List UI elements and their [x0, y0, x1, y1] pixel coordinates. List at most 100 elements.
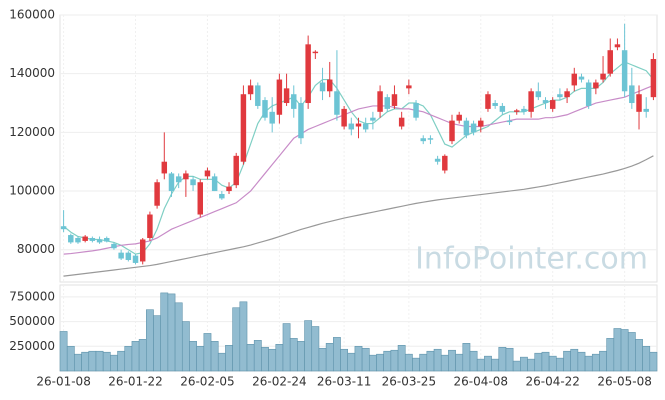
volume-bar — [246, 344, 255, 372]
volume-tick-label: 750000 — [9, 289, 55, 303]
candle-body — [139, 239, 146, 262]
volume-bar — [81, 351, 90, 372]
candle-body — [175, 176, 182, 183]
candle-body — [355, 123, 362, 127]
candle-body — [420, 138, 426, 142]
candle-body — [564, 91, 570, 98]
candle-body — [600, 73, 606, 80]
volume-bar — [498, 346, 507, 372]
candle-body — [427, 138, 434, 140]
candle-body — [319, 82, 326, 92]
x-tick-label: 26-02-05 — [180, 375, 234, 389]
volume-bar — [131, 341, 140, 372]
volume-bar — [390, 349, 399, 372]
candle-body — [384, 97, 391, 109]
candle-body — [643, 108, 649, 112]
candle-body — [593, 82, 599, 89]
volume-bar — [606, 338, 615, 372]
candle-body — [147, 214, 153, 238]
volume-bar — [635, 339, 643, 372]
volume-bar — [110, 354, 118, 372]
volume-bar — [649, 351, 658, 372]
candle-body — [557, 94, 563, 98]
volume-bar — [74, 353, 82, 372]
x-tick-label: 26-03-11 — [317, 375, 371, 389]
candle-body — [607, 50, 613, 74]
volume-bar — [59, 331, 68, 372]
candle-body — [183, 173, 189, 180]
volume-bar — [469, 350, 478, 372]
candle-body — [398, 117, 405, 127]
candle-body — [348, 123, 355, 130]
volume-bar — [433, 348, 442, 372]
volume-bar — [333, 337, 341, 372]
candle-body — [413, 103, 419, 118]
candle-body — [305, 44, 311, 104]
candle-body — [68, 235, 74, 243]
volume-bar — [88, 350, 97, 372]
candle-body — [406, 85, 412, 89]
candle-body — [585, 82, 592, 106]
volume-bar — [340, 348, 349, 372]
volume-bar — [476, 358, 485, 372]
candle-body — [125, 252, 132, 260]
volume-bar — [577, 351, 586, 372]
volume-bar — [174, 302, 183, 372]
y-tick-label: 160000 — [9, 8, 55, 22]
candle-body — [485, 94, 491, 109]
candle-body — [233, 155, 239, 186]
candle-body — [449, 120, 455, 142]
volume-bar — [146, 309, 154, 372]
volume-bar — [95, 350, 104, 372]
candle-body — [161, 161, 168, 174]
x-tick-label: 26-01-22 — [108, 375, 162, 389]
x-tick-label: 26-03-25 — [382, 375, 436, 389]
candle-body — [132, 255, 139, 263]
candle-body — [456, 114, 462, 121]
candle-body — [514, 110, 520, 112]
volume-bar — [448, 349, 456, 372]
candle-body — [370, 117, 376, 121]
x-tick-label: 26-02-24 — [252, 375, 306, 389]
volume-bar — [556, 357, 564, 372]
x-tick-label: 26-04-08 — [454, 375, 508, 389]
candle-body — [578, 76, 585, 80]
volume-bar — [354, 345, 363, 372]
volume-bar — [455, 353, 464, 372]
x-tick-label: 26-04-22 — [525, 375, 579, 389]
volume-bar — [232, 307, 241, 372]
candle-body — [82, 236, 88, 241]
volume-bar — [627, 332, 636, 372]
volume-bar — [124, 345, 133, 372]
volume-tick-label: 500000 — [9, 314, 55, 328]
volume-bar — [268, 348, 277, 372]
volume-bar — [253, 340, 262, 372]
volume-tick-label: 250000 — [9, 339, 55, 353]
volume-bar — [591, 353, 600, 372]
volume-bar — [275, 344, 284, 372]
volume-bar — [491, 358, 500, 372]
candle-body — [211, 176, 218, 192]
volume-bar — [311, 326, 320, 372]
x-tick-label: 26-01-08 — [36, 375, 90, 389]
candle-body — [226, 186, 232, 192]
volume-bar — [261, 346, 269, 372]
volume-bar — [347, 352, 356, 372]
volume-bar — [153, 315, 161, 372]
volume-bar — [102, 351, 111, 372]
moving-average — [63, 155, 654, 277]
volume-bar — [203, 333, 212, 372]
candle-body — [291, 94, 297, 109]
candle-body — [542, 100, 549, 104]
watermark: InfoPointer.com — [415, 242, 648, 277]
candle-body — [521, 108, 527, 112]
volume-bar — [613, 328, 622, 372]
x-tick-label: 26-05-08 — [597, 375, 651, 389]
volume-bar — [304, 320, 313, 372]
candle-body — [334, 91, 340, 115]
candle-body — [362, 123, 369, 130]
candle-body — [240, 94, 247, 162]
candle-body — [326, 79, 333, 92]
candle-body — [276, 79, 283, 115]
